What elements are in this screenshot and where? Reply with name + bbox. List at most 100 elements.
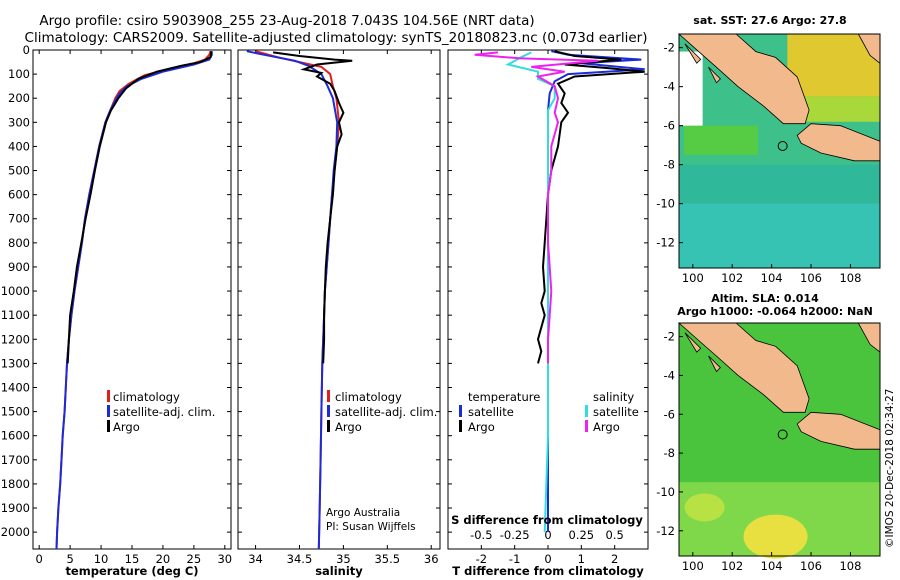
lon-tick-label: 108 (839, 271, 861, 285)
lon-tick-label: 104 (761, 559, 783, 573)
legend-swatch-climatology (107, 390, 110, 402)
x-axis-label: T difference from climatology (452, 564, 644, 578)
lat-tick-label: -2 (664, 41, 675, 55)
y-tick-label: 1800 (1, 477, 30, 491)
salinity-legend: climatology satellite-adj. clim. Argo Ar… (326, 390, 437, 533)
float-position-marker (777, 429, 788, 440)
land-sumatra (677, 322, 810, 413)
land-enggano (708, 355, 721, 373)
series-line-argo-temperature- (536, 50, 645, 364)
float-position-marker (777, 140, 788, 151)
x-tick-label: 35 (336, 552, 351, 566)
sst-map: -2 -4 -6 -8 -10 -12 100 102 104 106 108 (656, 33, 881, 285)
y-tick-label: 1300 (1, 356, 30, 370)
x-tick-label: -1 (509, 552, 520, 566)
lat-tick-label: -4 (664, 368, 675, 382)
lat-tick-label: -10 (656, 485, 675, 499)
diff-legend-temperature-header: temperature (468, 390, 540, 404)
sal-legend-swatch-satellite (327, 405, 330, 417)
sla-map-title-line1: Altim. SLA: 0.014 (711, 292, 819, 305)
diff-legend-label-argo-temp: Argo (468, 420, 495, 434)
series-line-argo (272, 51, 353, 364)
plot-frame (32, 49, 232, 550)
y-tick-label: 1100 (1, 308, 30, 322)
sla-map-title-line2: Argo h1000: -0.064 h2000: NaN (677, 305, 873, 318)
sla-mid-patch (684, 493, 725, 522)
y-tick-label: 1400 (1, 380, 30, 394)
diff-legend-label-satellite-sal: satellite (593, 405, 639, 419)
map-frame (678, 33, 881, 269)
y-tick-label: 100 (8, 67, 30, 81)
diff-legend-swatch-satellite-temp (459, 405, 462, 417)
y-tick-label: 1600 (1, 429, 30, 443)
series-line-argo (66, 51, 213, 364)
sla-high-patch (743, 514, 808, 559)
diff-legend-salinity-header: salinity (593, 390, 634, 404)
y-tick-label: 1700 (1, 453, 30, 467)
lat-tick-label: -6 (664, 119, 675, 133)
y-tick-label: 700 (8, 212, 30, 226)
x2-tick-label: -0.25 (500, 528, 530, 542)
figure-title-line1: Argo profile: csiro 5903908_255 23-Aug-2… (39, 13, 534, 29)
map-frame (678, 322, 881, 557)
y-tick-label: 300 (8, 115, 30, 129)
sal-legend-label-climatology: climatology (335, 390, 402, 404)
lat-tick-label: -4 (664, 80, 675, 94)
x2-tick-label: 0.25 (569, 528, 595, 542)
x2-tick-label: -0.5 (470, 528, 492, 542)
sal-legend-swatch-argo (327, 420, 330, 432)
y-tick-label: 0 (23, 43, 30, 57)
difference-legend: temperature satellite Argo salinity sate… (451, 390, 643, 527)
x2-tick-label: 0.5 (606, 528, 624, 542)
legend-swatch-argo (107, 420, 110, 432)
x-tick-label: -2 (476, 552, 487, 566)
temperature-panel: 0100200300400500600700800900100011001200… (1, 43, 232, 578)
figure-title-line2: Climatology: CARS2009. Satellite-adjuste… (25, 30, 648, 46)
credit-argo-australia: Argo Australia (326, 507, 400, 519)
land-enggano (708, 66, 721, 84)
sal-legend-swatch-climatology (327, 390, 330, 402)
y-tick-label: 1200 (1, 332, 30, 346)
ocean-field-mid (684, 125, 758, 155)
lon-tick-label: 100 (682, 271, 704, 285)
sal-legend-label-argo: Argo (335, 420, 362, 434)
y-tick-label: 900 (8, 260, 30, 274)
legend-swatch-satellite (107, 405, 110, 417)
ocean-field-deep-south (679, 203, 880, 268)
x-tick-label: 30 (217, 552, 232, 566)
y-tick-label: 1500 (1, 405, 30, 419)
lon-tick-label: 104 (761, 271, 783, 285)
salinity-panel: 34 34.5 35 35.5 36 salinity (237, 49, 441, 578)
lon-tick-label: 102 (721, 271, 743, 285)
lat-tick-label: -8 (664, 446, 675, 460)
y-tick-label: 1900 (1, 501, 30, 515)
lat-tick-label: -6 (664, 407, 675, 421)
missing-data-region (679, 51, 703, 126)
y-tick-label: 1000 (1, 284, 30, 298)
s-difference-axis-label: S difference from climatology (451, 513, 643, 527)
x-tick-label: 34.5 (287, 552, 313, 566)
x-tick-label: 2 (611, 552, 618, 566)
credit-pi: PI: Susan Wijffels (326, 521, 416, 533)
x-tick-label: 35.5 (374, 552, 400, 566)
x-tick-label: 0 (36, 552, 43, 566)
y-tick-label: 800 (8, 236, 30, 250)
diff-legend-label-satellite-temp: satellite (468, 405, 514, 419)
y-tick-label: 400 (8, 139, 30, 153)
sst-map-title: sat. SST: 27.6 Argo: 27.8 (693, 14, 846, 27)
x-tick-label: 0 (544, 552, 551, 566)
lon-tick-label: 106 (800, 559, 822, 573)
lat-tick-label: -8 (664, 158, 675, 172)
x-tick-label: 5 (66, 552, 73, 566)
x2-tick-label: 0 (544, 528, 551, 542)
lon-tick-label: 106 (800, 271, 822, 285)
lon-tick-label: 100 (682, 559, 704, 573)
diff-legend-swatch-argo-temp (459, 420, 462, 432)
x-tick-label: 15 (125, 552, 140, 566)
lat-tick-label: -10 (656, 197, 675, 211)
legend-label-satellite: satellite-adj. clim. (113, 405, 215, 419)
imos-credit: ©IMOS 20-Dec-2018 02:34:27 (884, 389, 896, 548)
x-tick-label: 20 (156, 552, 171, 566)
legend-label-climatology: climatology (113, 390, 180, 404)
x-tick-label: 10 (94, 552, 109, 566)
